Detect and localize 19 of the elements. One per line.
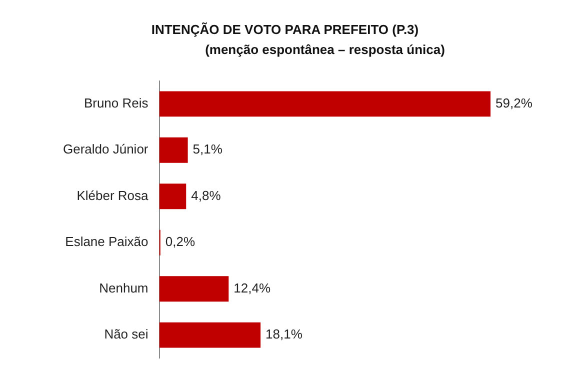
data-label: 5,1% bbox=[192, 142, 223, 157]
bar bbox=[159, 184, 186, 210]
y-tick-label: Bruno Reis bbox=[84, 95, 149, 110]
data-label: 59,2% bbox=[496, 95, 533, 110]
data-label: 18,1% bbox=[266, 326, 303, 342]
data-label: 0,2% bbox=[165, 234, 196, 250]
chart-title: INTENÇÃO DE VOTO PARA PREFEITO (P.3) bbox=[150, 22, 420, 37]
data-label: 4,8% bbox=[191, 188, 222, 203]
y-tick-label: Kléber Rosa bbox=[76, 188, 150, 203]
chart-subtitle: (menção espontânea – resposta única) bbox=[204, 42, 446, 57]
bar bbox=[159, 322, 261, 348]
bar bbox=[159, 137, 188, 163]
data-label: 12,4% bbox=[234, 280, 271, 296]
y-tick-label: Geraldo Júnior bbox=[62, 142, 149, 157]
bar bbox=[159, 276, 229, 302]
y-tick-label: Eslane Paixão bbox=[65, 234, 148, 250]
bar bbox=[159, 91, 491, 117]
y-tick-label: Nenhum bbox=[99, 280, 148, 296]
y-tick-label: Não sei bbox=[104, 326, 148, 342]
